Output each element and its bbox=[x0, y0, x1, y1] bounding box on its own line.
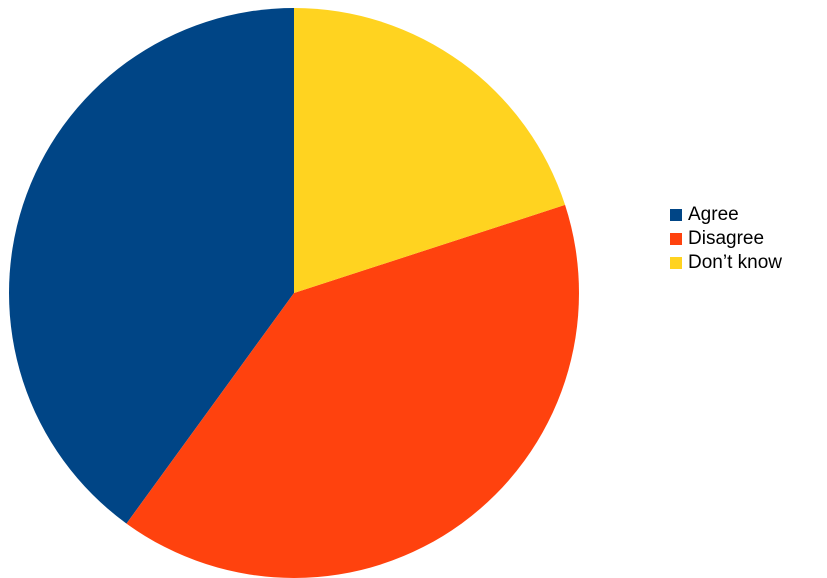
pie-slice-disagree bbox=[126, 204, 579, 578]
pie-slice-dont-know bbox=[294, 8, 566, 293]
legend-label-agree: Agree bbox=[688, 204, 739, 225]
legend-item-agree: Agree bbox=[670, 203, 782, 227]
legend-swatch-disagree bbox=[670, 233, 682, 245]
legend-label-disagree: Disagree bbox=[688, 228, 765, 249]
legend-item-disagree: Disagree bbox=[670, 227, 782, 251]
legend-swatch-agree bbox=[670, 209, 682, 221]
legend-swatch-dont-know bbox=[670, 257, 682, 269]
legend-label-dont-know: Don’t know bbox=[688, 252, 782, 273]
legend: Agree Disagree Don’t know bbox=[670, 203, 782, 275]
pie-slice-agree bbox=[8, 8, 295, 524]
legend-item-dont-know: Don’t know bbox=[670, 251, 782, 275]
